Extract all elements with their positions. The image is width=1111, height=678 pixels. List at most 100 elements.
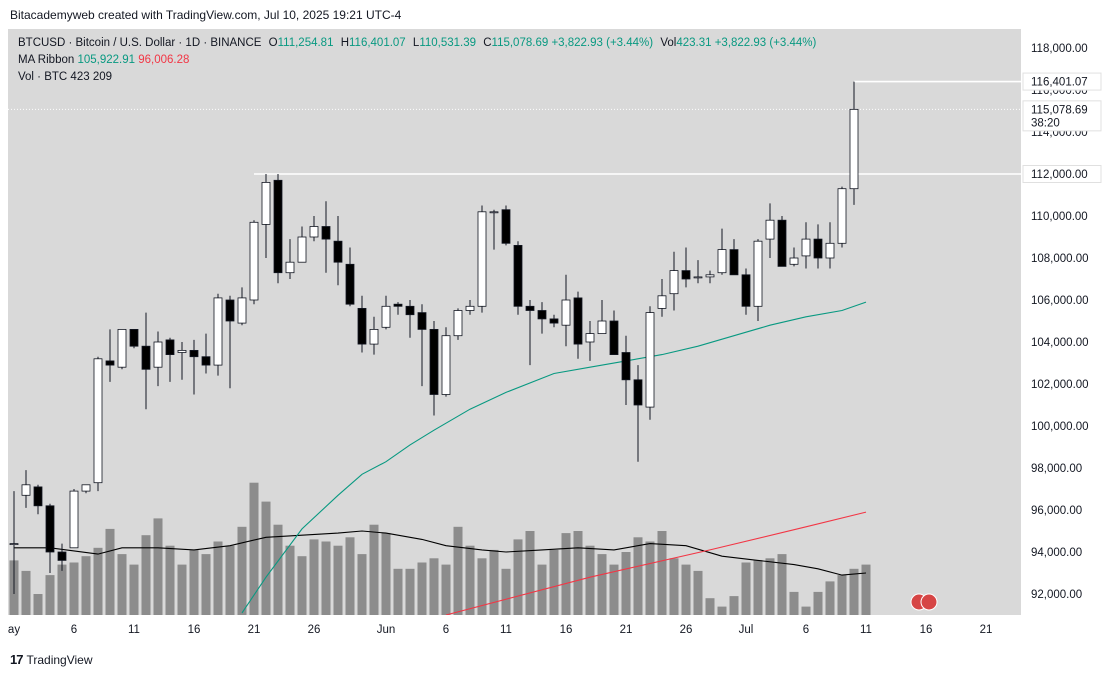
candle-down bbox=[549, 318, 559, 324]
candle-up bbox=[381, 305, 391, 328]
candle-up bbox=[561, 299, 571, 326]
price-tick-label: 100,000.00 bbox=[1031, 421, 1089, 433]
volume-legend-row[interactable]: Vol · BTC 423 209 bbox=[18, 69, 816, 86]
volume-bar bbox=[729, 596, 739, 615]
time-axis[interactable]: ay 6 11 16 21 26 Jun 6 11 16 21 26 Jul 6 11 16 21 bbox=[8, 615, 1021, 643]
volume-bar bbox=[141, 535, 151, 615]
price-tick-label: 92,000.00 bbox=[1031, 589, 1082, 601]
symbol-legend-row[interactable]: BTCUSD · Bitcoin / U.S. Dollar · 1D · BI… bbox=[18, 35, 816, 52]
us-event-icon bbox=[920, 593, 938, 611]
volume-value: 423.31 bbox=[676, 37, 712, 49]
candle-up bbox=[789, 257, 799, 265]
candle-up bbox=[477, 211, 487, 307]
volume-bar bbox=[561, 533, 571, 615]
volume-bar bbox=[261, 501, 271, 615]
ma-slow-line bbox=[445, 511, 867, 615]
candle-down bbox=[429, 328, 439, 395]
tradingview-logo-icon[interactable]: 17 bbox=[10, 652, 24, 667]
chart-legend: BTCUSD · Bitcoin / U.S. Dollar · 1D · BI… bbox=[18, 35, 816, 86]
candle-up bbox=[441, 335, 451, 395]
price-tick-label: 104,000.00 bbox=[1031, 337, 1089, 349]
volume-bar bbox=[501, 568, 511, 615]
candle-down bbox=[573, 297, 583, 345]
volume-bar bbox=[801, 606, 811, 615]
volume-bar bbox=[669, 558, 679, 615]
volume-bar bbox=[525, 531, 535, 615]
tradingview-brand[interactable]: TradingView bbox=[26, 652, 93, 667]
volume-study-value-2: 209 bbox=[92, 71, 112, 83]
plot-area[interactable]: BTCUSD · Bitcoin / U.S. Dollar · 1D · BI… bbox=[8, 29, 1021, 615]
level-price-label: 112,000.00 bbox=[1031, 169, 1088, 181]
volume-study-label[interactable]: Vol · BTC bbox=[18, 71, 68, 83]
volume-bar bbox=[549, 549, 559, 615]
candle-up bbox=[849, 108, 859, 190]
candle-down bbox=[273, 179, 283, 274]
volume-bar bbox=[777, 554, 787, 615]
high-value: 116,401.07 bbox=[349, 37, 406, 49]
price-tick-label: 108,000.00 bbox=[1031, 253, 1089, 265]
tradingview-footer[interactable]: 17 TradingView bbox=[10, 652, 93, 667]
ma-ribbon-label[interactable]: MA Ribbon bbox=[18, 54, 75, 66]
volume-bar bbox=[45, 575, 55, 615]
volume-label: Vol bbox=[660, 37, 677, 49]
symbol-title[interactable]: BTCUSD · Bitcoin / U.S. Dollar · 1D · BI… bbox=[18, 37, 262, 49]
candle-up bbox=[801, 238, 811, 257]
candle-up bbox=[837, 188, 847, 244]
volume-bar bbox=[645, 541, 655, 615]
price-axis[interactable]: 118,000.00116,000.00114,000.00112,000.00… bbox=[1021, 29, 1102, 615]
volume-bar bbox=[129, 564, 139, 615]
candle-down bbox=[609, 320, 619, 355]
time-tick-label: 11 bbox=[500, 624, 512, 636]
chart-canvas[interactable] bbox=[8, 29, 1021, 615]
close-value: 115,078.69 bbox=[491, 37, 549, 49]
volume-bar bbox=[381, 533, 391, 615]
candle-up bbox=[669, 270, 679, 295]
volume-bar bbox=[357, 554, 367, 615]
volume-bar bbox=[813, 591, 823, 615]
volume-bar bbox=[693, 570, 703, 615]
candle-down bbox=[741, 274, 751, 307]
candle-up bbox=[369, 328, 379, 345]
volume-bar bbox=[321, 541, 331, 615]
volume-bar bbox=[309, 539, 319, 615]
price-tick-label: 98,000.00 bbox=[1031, 463, 1082, 475]
volume-bar bbox=[393, 568, 403, 615]
volume-bar bbox=[789, 591, 799, 615]
candle-up bbox=[825, 242, 835, 259]
volume-bar bbox=[441, 564, 451, 615]
volume-bar bbox=[597, 554, 607, 615]
price-tick-label: 110,000.00 bbox=[1031, 211, 1088, 223]
volume-bar bbox=[21, 570, 31, 615]
volume-bar bbox=[165, 545, 175, 615]
candle-up bbox=[585, 333, 595, 343]
time-axis-canvas[interactable]: ay 6 11 16 21 26 Jun 6 11 16 21 26 Jul 6 11 16 21 bbox=[8, 615, 1021, 643]
candle-down bbox=[333, 240, 343, 263]
candle-down bbox=[165, 339, 175, 355]
ma-ribbon-legend-row[interactable]: MA Ribbon 105,922.91 96,006.28 bbox=[18, 52, 816, 69]
volume-bar bbox=[585, 545, 595, 615]
candle-up bbox=[177, 349, 187, 353]
volume-bar bbox=[405, 568, 415, 615]
candle-down bbox=[57, 551, 67, 561]
change-value: +3,822.93 (+3.44%) bbox=[551, 37, 654, 49]
volume-bar bbox=[297, 556, 307, 615]
candle-up bbox=[117, 328, 127, 368]
volume-bar bbox=[189, 549, 199, 615]
volume-bar bbox=[681, 564, 691, 615]
candle-up bbox=[465, 305, 475, 311]
candle-down bbox=[393, 303, 403, 307]
volume-bar bbox=[369, 524, 379, 615]
candle-down bbox=[813, 238, 823, 259]
candle-down bbox=[345, 263, 355, 305]
candle-up bbox=[753, 240, 763, 307]
volume-bar bbox=[825, 581, 835, 615]
ma-fast-value: 105,922.91 bbox=[77, 54, 136, 66]
candle-down bbox=[33, 486, 43, 507]
candle-up bbox=[261, 181, 271, 225]
last-price-label: 115,078.69 bbox=[1031, 104, 1088, 116]
candle-up bbox=[9, 543, 19, 545]
volume-bar bbox=[201, 554, 211, 615]
volume-bar bbox=[609, 564, 619, 615]
price-axis-canvas[interactable]: 118,000.00116,000.00114,000.00112,000.00… bbox=[1021, 29, 1102, 615]
volume-bar bbox=[633, 537, 643, 615]
